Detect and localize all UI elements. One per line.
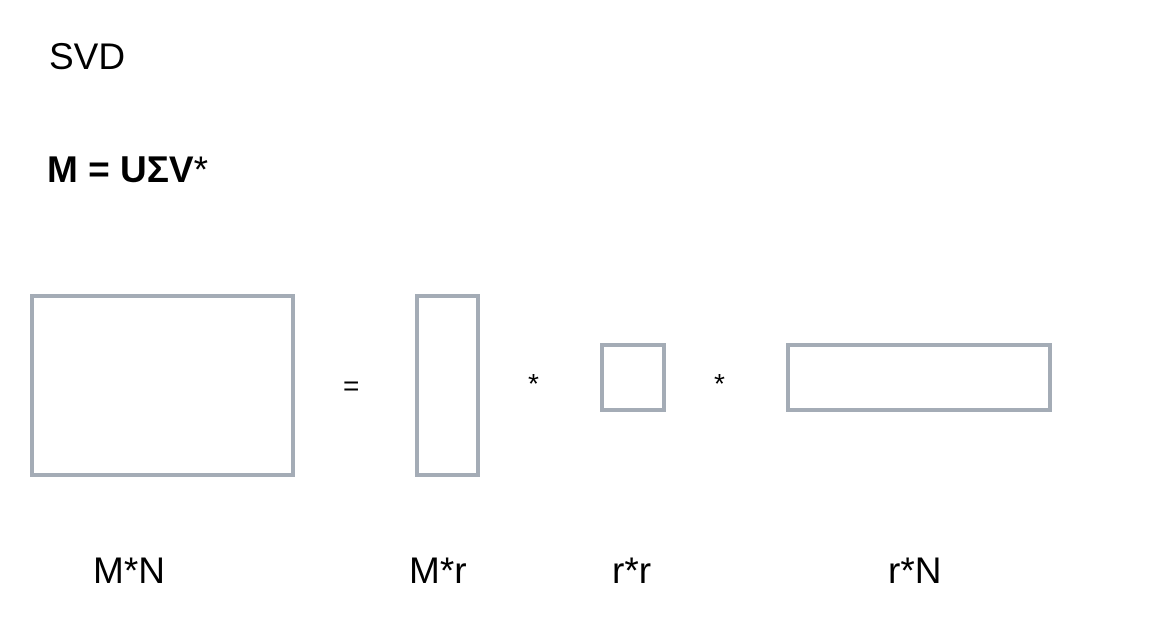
formula-conjugate-mark: *: [193, 149, 208, 190]
matrix-v-star-box: [786, 343, 1052, 412]
svd-formula: M = UΣV*: [47, 151, 208, 188]
matrix-m-dimensions: M*N: [93, 550, 165, 591]
matrix-v-star-dimensions: r*N: [888, 550, 942, 591]
diagram-title: SVD: [49, 36, 126, 77]
multiply-sign-1: *: [528, 368, 539, 399]
matrix-m-box: [30, 294, 295, 477]
multiply-sign-2: *: [714, 368, 725, 399]
matrix-sigma-box: [600, 343, 666, 412]
formula-main: M = UΣV: [47, 149, 194, 190]
matrix-u-box: [415, 294, 480, 477]
matrix-sigma-dimensions: r*r: [612, 550, 652, 591]
equals-sign: =: [343, 370, 360, 401]
matrix-u-dimensions: M*r: [409, 550, 467, 591]
